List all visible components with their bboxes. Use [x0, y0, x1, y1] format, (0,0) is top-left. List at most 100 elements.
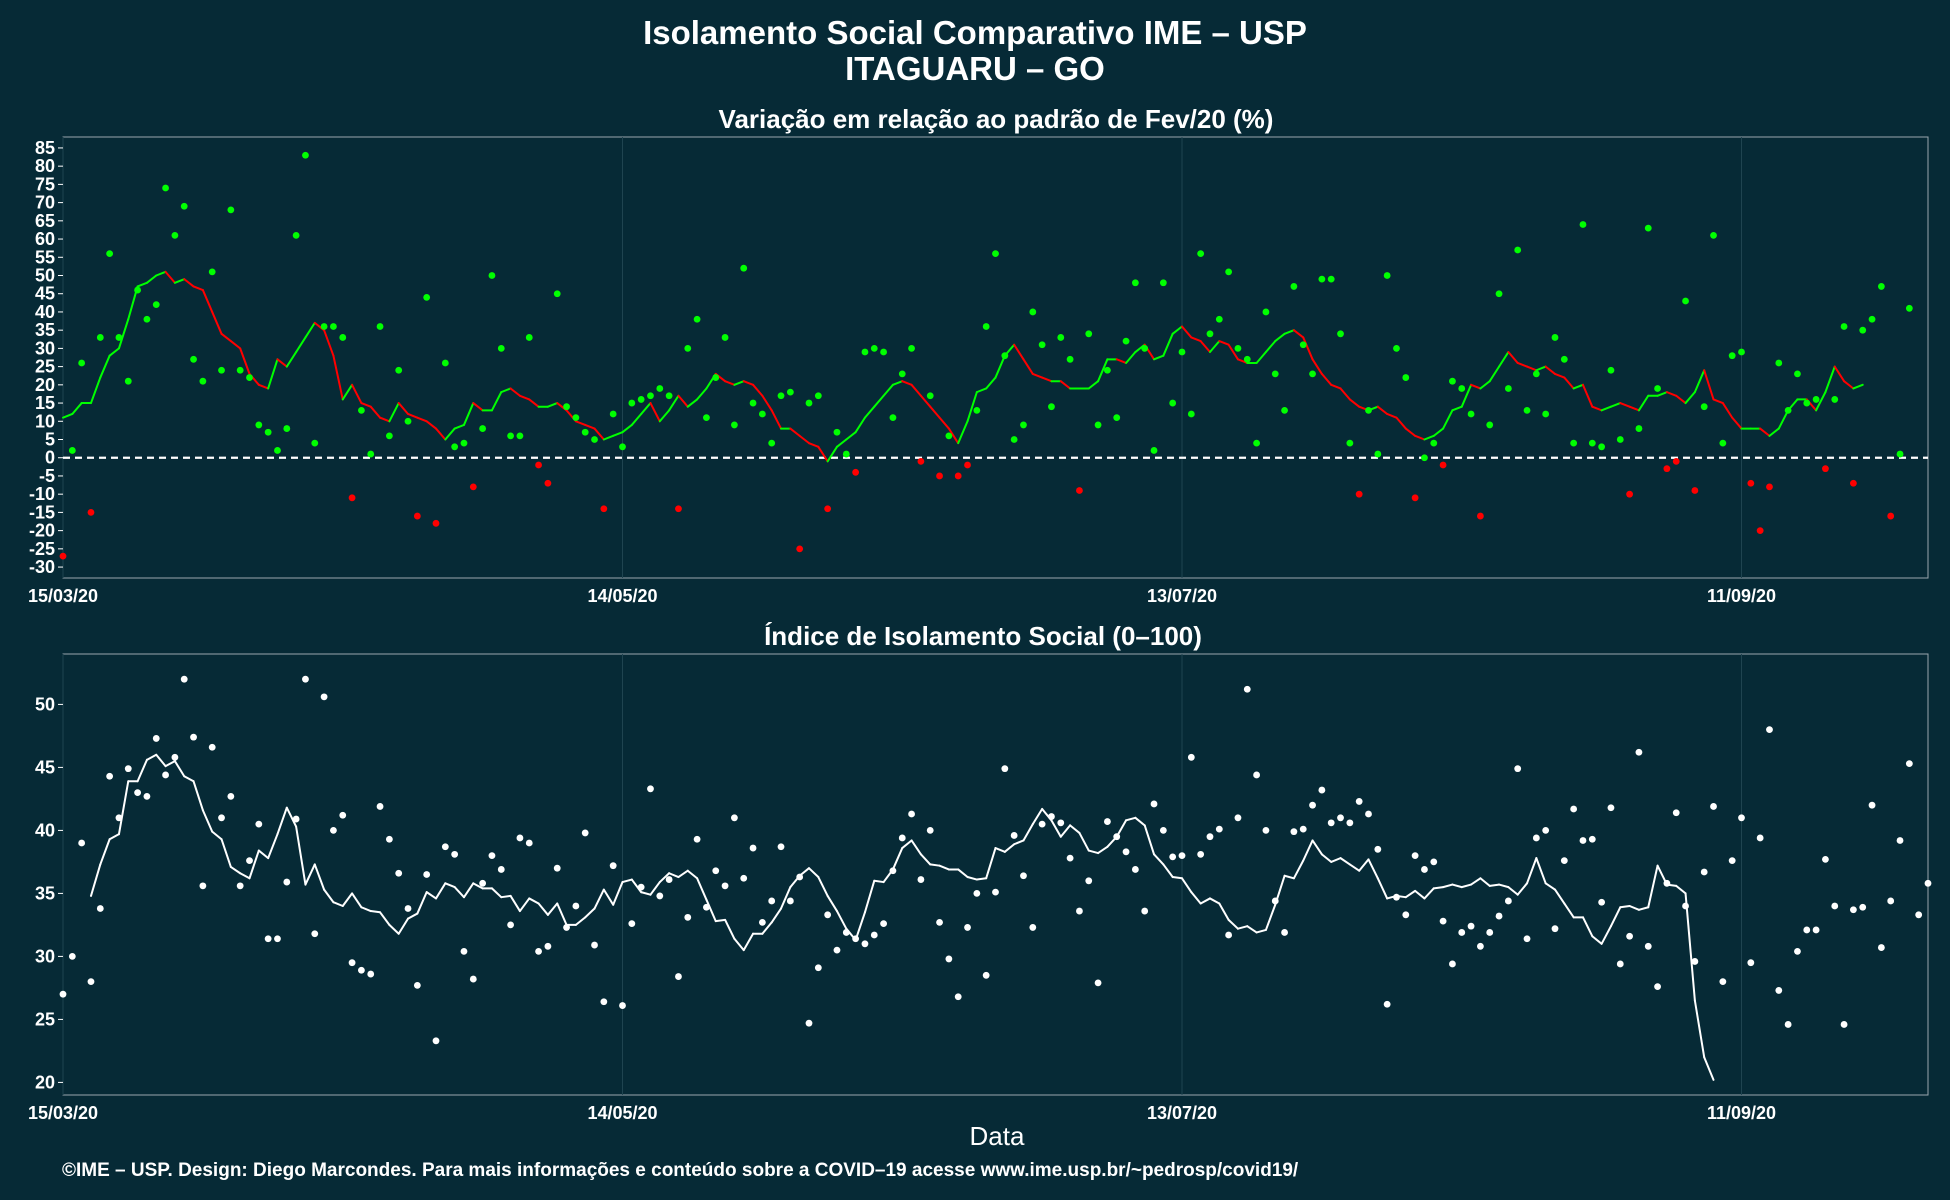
- moving-average-segment: [1087, 849, 1100, 855]
- data-point: [199, 377, 207, 385]
- data-point: [1840, 323, 1848, 330]
- data-point: [1215, 825, 1223, 833]
- data-point: [1001, 765, 1009, 773]
- data-point: [824, 911, 832, 919]
- data-point: [637, 883, 645, 891]
- moving-average-segment: [1153, 853, 1165, 866]
- y-tick-label: 45: [35, 757, 55, 777]
- data-point: [1411, 494, 1419, 502]
- data-point: [777, 392, 785, 400]
- data-point: [1756, 527, 1764, 535]
- moving-average-segment: [1013, 839, 1025, 846]
- moving-average-segment: [1442, 409, 1454, 430]
- data-point: [1691, 487, 1699, 494]
- moving-average-segment: [1348, 863, 1361, 872]
- moving-average-segment: [1619, 905, 1631, 909]
- moving-average-segment: [1721, 402, 1734, 419]
- moving-average-segment: [1255, 928, 1267, 934]
- moving-average-segment: [1731, 416, 1743, 430]
- data-point: [1038, 341, 1046, 349]
- data-point: [1253, 771, 1260, 779]
- moving-average-segment: [630, 412, 643, 426]
- data-point: [469, 483, 477, 491]
- moving-average-segment: [1171, 325, 1183, 335]
- data-point: [1896, 837, 1904, 844]
- data-point: [1169, 853, 1177, 861]
- moving-average-segment: [518, 394, 531, 401]
- moving-average-segment: [919, 394, 932, 408]
- data-point: [1020, 421, 1027, 429]
- moving-average-segment: [1693, 999, 1706, 1059]
- data-point: [600, 998, 608, 1006]
- data-point: [1822, 465, 1829, 473]
- data-point: [1663, 465, 1671, 473]
- data-point: [1691, 958, 1699, 965]
- data-point: [1719, 439, 1727, 447]
- moving-average-segment: [1283, 874, 1295, 880]
- data-point: [861, 940, 869, 948]
- data-point: [171, 232, 179, 239]
- data-point: [1672, 809, 1680, 817]
- moving-average-segment: [99, 354, 111, 379]
- data-point: [1355, 490, 1363, 498]
- data-point: [1020, 872, 1027, 880]
- data-point: [703, 903, 710, 911]
- data-point: [852, 935, 860, 943]
- data-point: [1253, 439, 1260, 447]
- x-tick-label: 15/03/20: [28, 1103, 98, 1123]
- moving-average-segment: [1320, 372, 1333, 386]
- data-point: [544, 942, 552, 950]
- moving-average-segment: [696, 877, 708, 901]
- data-point: [1355, 798, 1363, 805]
- data-point: [255, 820, 263, 828]
- moving-average-segment: [1703, 1056, 1715, 1081]
- data-point: [1449, 960, 1456, 968]
- y-tick-label: -25: [29, 539, 55, 559]
- data-point: [898, 834, 906, 842]
- moving-average-segment: [1087, 380, 1100, 390]
- moving-average-segment: [1348, 398, 1361, 408]
- moving-average-segment: [1554, 888, 1566, 905]
- moving-average-segment: [817, 445, 829, 463]
- data-point: [1085, 330, 1093, 338]
- data-point: [1439, 917, 1447, 925]
- data-point: [749, 399, 757, 407]
- data-point: [1542, 410, 1550, 418]
- moving-average-segment: [1003, 843, 1016, 853]
- moving-average-segment: [668, 394, 680, 412]
- data-point: [432, 519, 440, 527]
- moving-average-segment: [1358, 858, 1370, 872]
- data-point: [1477, 512, 1484, 520]
- moving-average-segment: [173, 278, 186, 284]
- moving-average-segment: [1097, 358, 1109, 383]
- data-point: [675, 973, 682, 980]
- moving-average-segment: [854, 911, 866, 942]
- moving-average-segment: [891, 380, 904, 386]
- data-point: [535, 947, 542, 955]
- data-point: [1728, 352, 1736, 360]
- data-point: [1439, 461, 1447, 469]
- data-point: [1150, 800, 1158, 808]
- data-point: [385, 835, 393, 843]
- moving-average-segment: [1031, 807, 1044, 826]
- moving-average-segment: [901, 380, 913, 386]
- moving-average-segment: [313, 863, 326, 891]
- moving-average-segment: [462, 402, 475, 426]
- moving-average-segment: [854, 416, 866, 434]
- data-point: [1104, 818, 1111, 825]
- data-point: [1486, 929, 1494, 936]
- data-point: [731, 814, 738, 822]
- data-point: [1579, 837, 1587, 844]
- moving-average-segment: [1311, 839, 1323, 856]
- moving-average-segment: [780, 886, 792, 910]
- moving-average-segment: [1404, 889, 1417, 899]
- moving-average-segment: [863, 405, 876, 419]
- data-point: [339, 811, 347, 819]
- data-point: [1262, 827, 1270, 834]
- x-tick-label: 13/07/20: [1147, 1103, 1217, 1123]
- moving-average-segment: [612, 881, 624, 906]
- data-point: [1234, 344, 1242, 352]
- data-point: [1551, 334, 1559, 341]
- moving-average-segment: [1050, 819, 1062, 838]
- moving-average-segment: [1302, 839, 1314, 862]
